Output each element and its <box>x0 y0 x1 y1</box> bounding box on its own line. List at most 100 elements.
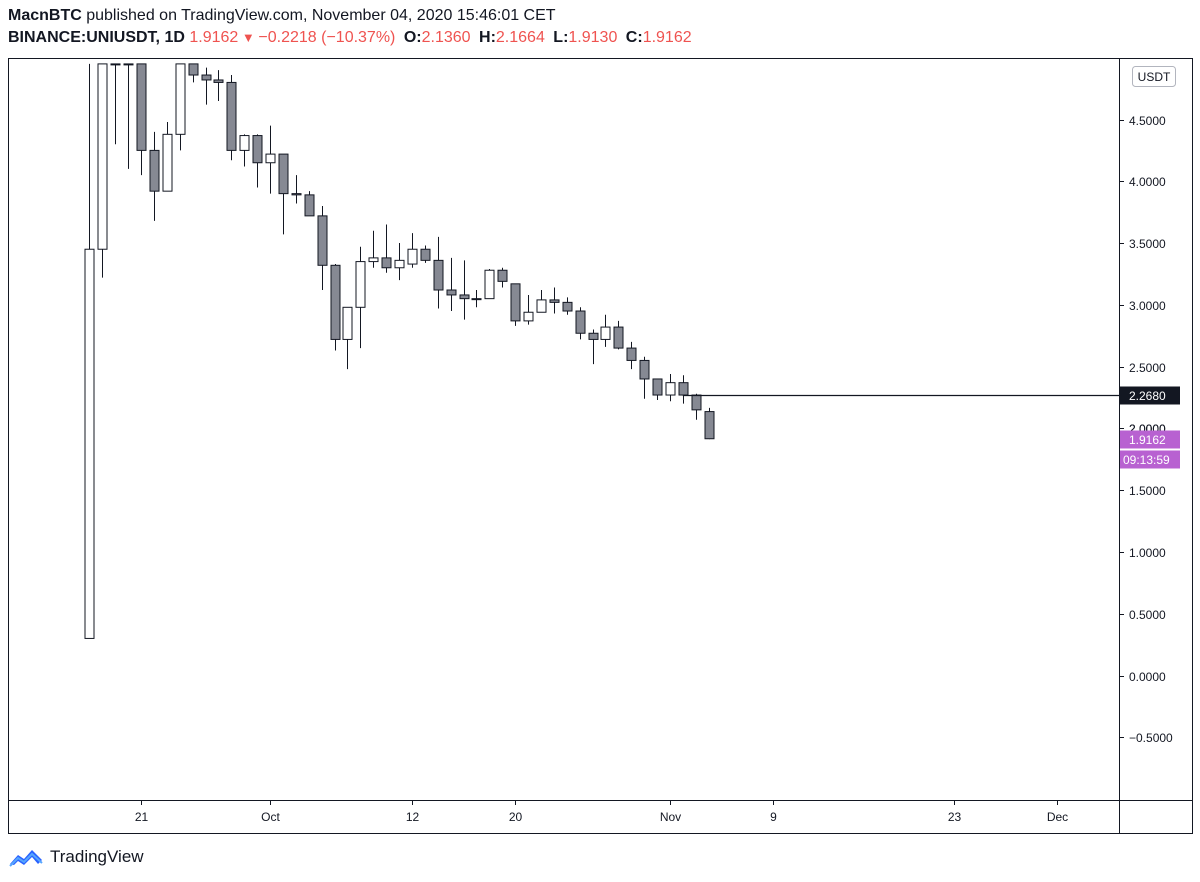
candle[interactable] <box>175 63 186 151</box>
time-tick-label: 20 <box>509 810 523 824</box>
candle[interactable] <box>626 341 637 370</box>
candle[interactable] <box>278 153 289 235</box>
ohlc-legend: BINANCE:UNIUSDT, 1D 1.9162 ▼ −0.2218 (−1… <box>8 27 1192 49</box>
candles-layer <box>84 63 715 639</box>
candle[interactable] <box>652 378 663 400</box>
candle[interactable] <box>665 374 676 402</box>
candle-body-down <box>420 248 431 261</box>
candle[interactable] <box>497 267 508 288</box>
candle[interactable] <box>381 224 392 273</box>
candle[interactable] <box>549 287 560 314</box>
candle-body-up <box>97 63 108 250</box>
candle[interactable] <box>446 257 457 312</box>
time-tick-label: 21 <box>135 810 149 824</box>
candle[interactable] <box>84 63 95 639</box>
candle[interactable] <box>471 290 482 308</box>
candle[interactable] <box>536 290 547 313</box>
candle[interactable] <box>123 63 134 169</box>
candle-body-up <box>665 382 676 396</box>
candle[interactable] <box>149 131 160 221</box>
candle[interactable] <box>600 314 611 347</box>
currency-label: USDT <box>1138 70 1171 84</box>
candle-body-down <box>188 63 199 76</box>
candle-body-up <box>536 299 547 313</box>
price-tick-label: 1.0000 <box>1129 546 1166 560</box>
candle[interactable] <box>201 67 212 105</box>
candle[interactable] <box>691 393 702 420</box>
candle[interactable] <box>613 320 624 350</box>
candle[interactable] <box>162 121 173 192</box>
candle[interactable] <box>523 294 534 325</box>
candle-body-up <box>265 153 276 164</box>
countdown-bg <box>1120 450 1180 469</box>
author-name[interactable]: MacnBTC <box>8 7 82 24</box>
candle[interactable] <box>304 191 315 217</box>
candle[interactable] <box>330 264 341 351</box>
close-label: C: <box>625 29 643 46</box>
candle[interactable] <box>459 260 470 320</box>
candle[interactable] <box>678 375 689 404</box>
candle[interactable] <box>239 134 250 167</box>
horizontal-line-label: 2.2680 <box>1120 386 1180 405</box>
candle[interactable] <box>342 306 353 370</box>
candle[interactable] <box>433 236 444 309</box>
price-axis[interactable]: −0.50000.00000.50001.00001.50002.00002.5… <box>1119 114 1173 745</box>
candle-body-up <box>407 248 418 265</box>
currency-button[interactable]: USDT <box>1132 66 1176 87</box>
candle[interactable] <box>704 407 715 440</box>
footer-brand[interactable]: TradingView <box>8 846 144 868</box>
candle-body-down <box>652 378 663 396</box>
candle[interactable] <box>484 269 495 300</box>
price-tick-label: −0.5000 <box>1129 731 1173 745</box>
candle-body-down <box>291 193 302 196</box>
time-axis[interactable]: 21 Oct 12 20 Nov 9 23 Dec <box>135 800 1068 824</box>
price-tick-label: 0.0000 <box>1129 670 1166 684</box>
time-tick-label: Nov <box>660 810 681 824</box>
candle-body-down <box>626 347 637 361</box>
candle-body-up <box>162 133 173 192</box>
candle-body-down <box>252 135 263 164</box>
close-value: 1.9162 <box>642 29 692 46</box>
candle-body-down <box>497 269 508 282</box>
candle[interactable] <box>575 307 586 340</box>
candle[interactable] <box>317 205 328 291</box>
candle-body-up <box>355 261 366 308</box>
candle[interactable] <box>588 329 599 365</box>
candle[interactable] <box>639 356 650 399</box>
candle[interactable] <box>97 63 108 278</box>
candle[interactable] <box>407 233 418 268</box>
chart-frame <box>8 58 1193 834</box>
candle[interactable] <box>420 245 431 263</box>
last-price: 1.9162 <box>189 29 239 46</box>
candle-body-down <box>691 394 702 411</box>
candle-body-down <box>381 257 392 269</box>
candle[interactable] <box>252 134 263 188</box>
candle[interactable] <box>265 125 276 194</box>
candle-body-up <box>484 269 495 300</box>
high-value: 2.1664 <box>495 29 545 46</box>
candle-body-up <box>471 298 482 301</box>
candle[interactable] <box>136 63 147 176</box>
candle-body-down <box>510 283 521 322</box>
symbol-label[interactable]: BINANCE:UNIUSDT, 1D <box>8 29 185 46</box>
candle[interactable] <box>226 75 237 161</box>
candle-body-down <box>304 194 315 217</box>
price-tick-label: 1.5000 <box>1129 484 1166 498</box>
candle[interactable] <box>188 63 199 83</box>
candle-body-down <box>226 81 237 151</box>
candle-body-down <box>678 382 689 396</box>
candle[interactable] <box>110 63 121 145</box>
candle[interactable] <box>291 175 302 204</box>
brand-name: TradingView <box>50 847 144 866</box>
candle[interactable] <box>562 297 573 315</box>
current-price-text: 1.9162 <box>1129 433 1166 447</box>
horizontal-line-label-text: 2.2680 <box>1129 389 1166 403</box>
candle[interactable] <box>510 283 521 326</box>
time-tick-label: 9 <box>770 810 777 824</box>
price-overlays: 2.2680 1.9162 09:13:59 <box>682 386 1180 469</box>
candle[interactable] <box>355 246 366 349</box>
candle[interactable] <box>368 230 379 268</box>
candle[interactable] <box>394 243 405 281</box>
candle[interactable] <box>213 70 224 101</box>
